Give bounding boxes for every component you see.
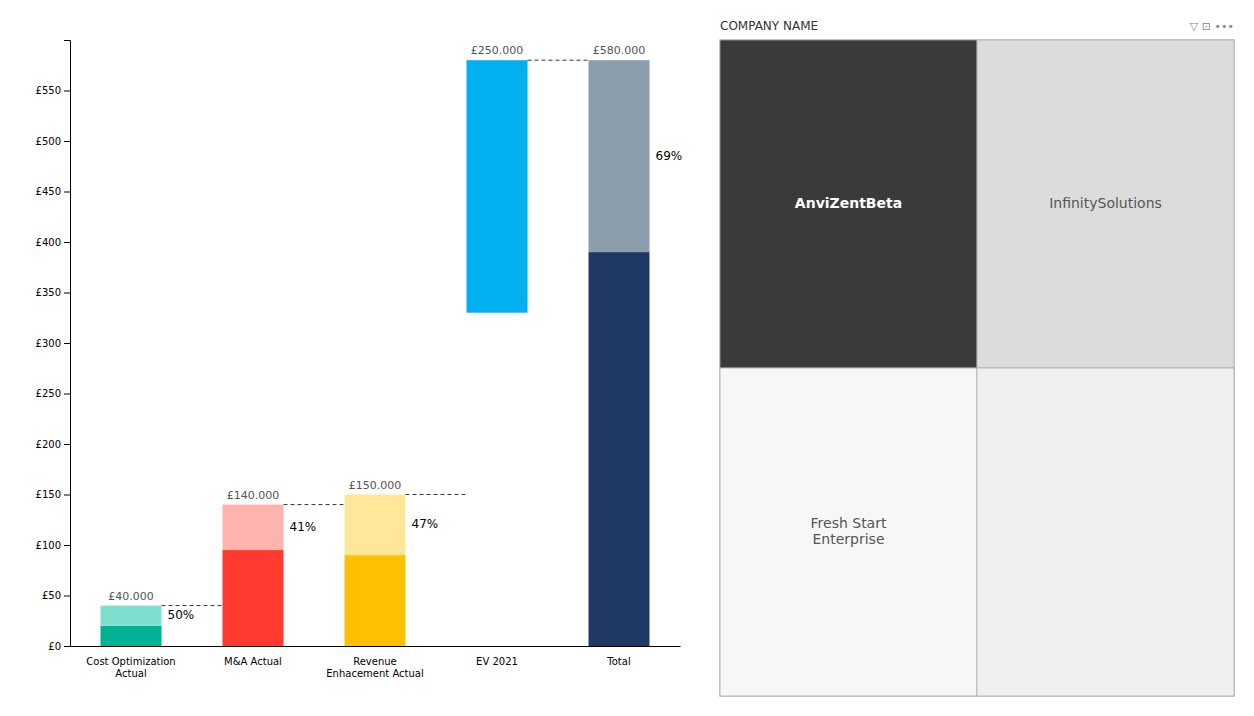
tick-label: £50 [42,590,61,601]
tick-label: £0 [48,641,61,652]
bar-segment [589,60,650,252]
annotation: 69% [656,149,683,163]
tick: £50 [42,590,70,601]
bar-segment [345,495,406,556]
tick-label: £100 [36,540,61,551]
tick-label: £450 [36,186,61,197]
cell-label: Fresh StartEnterprise [811,515,887,548]
bar-segment [101,626,162,646]
data-label: £150.000 [349,479,402,492]
axis-line [71,646,681,647]
tick: £150 [36,489,70,500]
connector [284,504,345,505]
tick-mark [64,343,70,344]
tick: Total [606,646,630,667]
tick-label: £200 [36,439,61,450]
tick: £300 [36,338,70,349]
tick: £550 [36,85,70,96]
tick: EV 2021 [476,646,518,667]
text-line: Fresh Start [811,515,887,531]
tick-mark [64,495,70,496]
treemap-frame [720,40,1234,696]
treemap-cell [720,40,977,368]
tick-label: £400 [36,237,61,248]
axis-line [64,41,71,647]
tick-label: £350 [36,287,61,298]
bar-segment [223,550,284,646]
bar-segment [101,606,162,626]
tick: £100 [36,540,70,551]
tick-mark [64,596,70,597]
tick-mark [64,545,70,546]
tick: Cost OptimizationActual [86,646,175,679]
chart: £0 £50 £100 £150 £200 £250 £300 £350 £400 £450 £50… [0,0,1254,716]
treemap-cell [977,368,1234,696]
tick-mark [64,141,70,142]
tick-label: M&A Actual [224,656,282,667]
bars [101,60,650,646]
data-labels: £40.000 £140.000 £150.000 £250.000 £580.000 5… [108,44,682,622]
annotation: 50% [168,608,195,622]
tick: M&A Actual [224,646,282,667]
tick: £200 [36,439,70,450]
cell-label: InfinitySolutions [1049,195,1162,211]
data-label: £140.000 [227,489,280,502]
connector [528,60,589,61]
treemap: AnviZentBeta InfinitySolutions Fresh Start… [720,40,1234,696]
connector [162,605,223,606]
annotation: ▽ ⊡ ••• [1190,20,1234,33]
data-label: £580.000 [593,44,646,57]
text-line: AnviZentBeta [795,195,902,211]
text-line: Total [606,656,630,667]
tick-mark [64,192,70,193]
annotation: 41% [290,520,317,534]
text-line: Actual [115,668,146,679]
bar-segment [223,505,284,550]
tick-mark [64,646,70,647]
text-line: M&A Actual [224,656,282,667]
tick-label: £500 [36,136,61,147]
bar-segment [589,252,650,646]
text-line: InfinitySolutions [1049,195,1162,211]
tick-mark [64,91,70,92]
tick: £350 [36,287,70,298]
cell-label: AnviZentBeta [795,195,902,211]
text-line: Enterprise [812,531,884,547]
x-axis: Cost OptimizationActual M&A Actual Revenue… [71,646,681,679]
tick: RevenueEnhacement Actual [326,646,423,679]
text-line: Cost Optimization [86,656,175,667]
title: COMPANY NAME [720,19,818,33]
data-label: £250.000 [471,44,524,57]
tick: £500 [36,136,70,147]
text-line: Enhacement Actual [326,668,423,679]
tick-mark [64,444,70,445]
tick-label: Total [606,656,630,667]
tick: £400 [36,237,70,248]
tick-label: £550 [36,85,61,96]
y-axis: £0 £50 £100 £150 £200 £250 £300 £350 £400 £450 £50… [36,41,71,652]
annotation: 47% [412,517,439,531]
text-line: EV 2021 [476,656,518,667]
text-line: Revenue [353,656,397,667]
tick: £450 [36,186,70,197]
tick-mark [64,242,70,243]
tick-label: £150 [36,489,61,500]
data-label: £40.000 [108,590,154,603]
connector [406,494,467,495]
tick-label: £250 [36,388,61,399]
tick-mark [64,293,70,294]
tick-label: Cost OptimizationActual [86,656,175,679]
tick-label: RevenueEnhacement Actual [326,656,423,679]
tick-label: EV 2021 [476,656,518,667]
tick: £0 [48,641,70,652]
bar-segment [467,60,528,313]
tick-label: £300 [36,338,61,349]
treemap-cell [720,368,977,696]
bar-segment [345,555,406,646]
tick: £250 [36,388,70,399]
tick-mark [64,394,70,395]
treemap-cell [977,40,1234,368]
